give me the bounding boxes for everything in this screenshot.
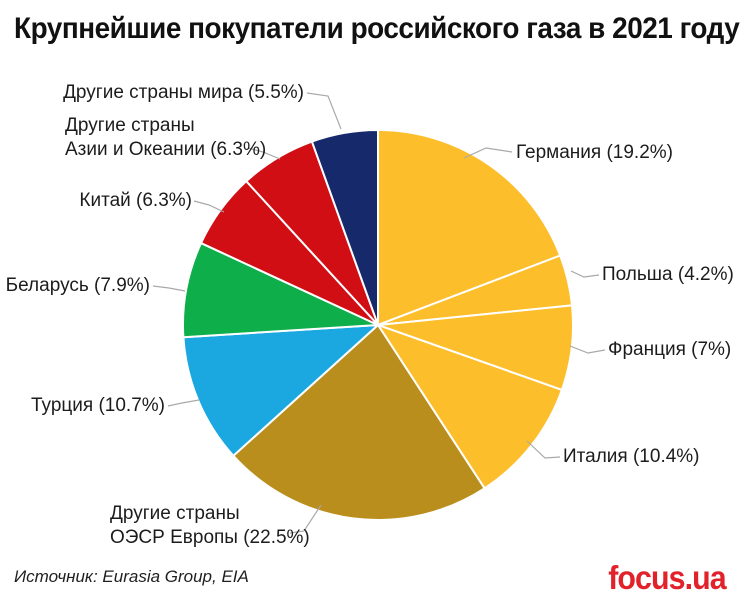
page-title: Крупнейшие покупатели российского газа в… bbox=[14, 12, 740, 45]
slice-label-belarus: Беларусь (7.9%) bbox=[5, 275, 150, 296]
slice-label-germany: Германия (19.2%) bbox=[516, 142, 673, 163]
slice-label-oecd-europe: Другие страны ОЭСР Европы (22.5%) bbox=[110, 503, 310, 548]
pie-slice-oecd-europe bbox=[232, 324, 486, 521]
pie-slice-rest-of-world bbox=[310, 129, 379, 326]
leader-line-france bbox=[569, 345, 606, 354]
leader-line-germany bbox=[463, 147, 513, 159]
brand-logo: focus.ua bbox=[608, 559, 727, 596]
source-note: Источник: Eurasia Group, EIA bbox=[14, 567, 249, 586]
leader-line-belarus bbox=[152, 285, 186, 292]
slice-label-asia-oceania: Другие страны Азии и Океании (6.3%) bbox=[65, 115, 267, 160]
slice-label-china: Китай (6.3%) bbox=[79, 190, 192, 211]
pie-slice-germany bbox=[377, 129, 562, 326]
leader-line-china bbox=[193, 200, 225, 213]
slice-label-turkey: Турция (10.7%) bbox=[31, 395, 165, 416]
slice-label-poland: Польша (4.2%) bbox=[602, 264, 734, 285]
slice-label-italy: Италия (10.4%) bbox=[563, 446, 700, 467]
slice-label-rest-of-world: Другие страны мира (5.5%) bbox=[63, 82, 304, 103]
leader-line-rest-of-world bbox=[306, 92, 342, 130]
pie-slice-turkey bbox=[182, 324, 379, 457]
leader-line-asia-oceania bbox=[247, 147, 281, 160]
leader-line-turkey bbox=[167, 399, 200, 407]
pie-slice-belarus bbox=[182, 242, 379, 339]
leader-line-oecd-europe bbox=[289, 504, 322, 534]
slice-label-france: Франция (7%) bbox=[608, 339, 732, 360]
leader-line-italy bbox=[526, 440, 561, 459]
leader-line-poland bbox=[570, 270, 600, 278]
